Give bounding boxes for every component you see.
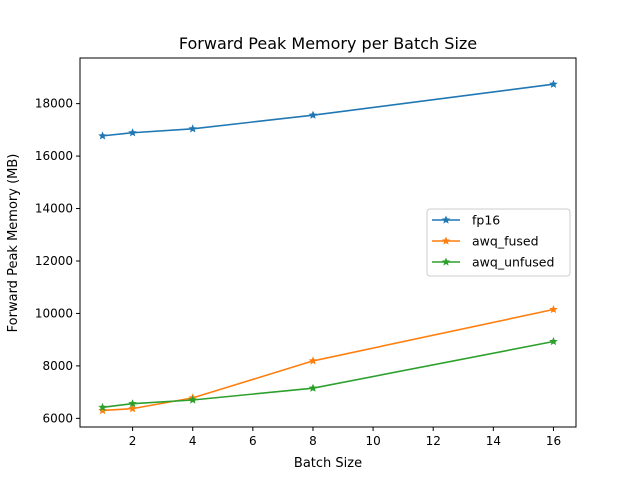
- data-point-fp16: [308, 110, 318, 119]
- y-tick-label: 8000: [42, 359, 73, 373]
- x-tick-label: 12: [426, 434, 441, 448]
- x-tick-label: 8: [309, 434, 317, 448]
- x-tick-label: 4: [189, 434, 197, 448]
- data-point-fp16: [128, 128, 137, 137]
- y-tick-label: 6000: [42, 411, 73, 425]
- y-tick-label: 16000: [35, 149, 73, 163]
- data-point-fp16: [549, 79, 558, 88]
- y-tick-label: 14000: [35, 202, 73, 216]
- x-tick-label: 16: [546, 434, 561, 448]
- series-line-awq_fused: [102, 308, 554, 412]
- data-point-awq_unfused: [308, 383, 318, 392]
- y-tick-label: 18000: [35, 97, 73, 111]
- series-line-fp16: [102, 83, 554, 137]
- chart-title: Forward Peak Memory per Batch Size: [179, 34, 477, 53]
- data-point-awq_fused: [98, 406, 107, 415]
- legend-label: fp16: [472, 213, 500, 228]
- x-axis-label: Batch Size: [294, 456, 362, 471]
- y-tick-label: 10000: [35, 306, 73, 320]
- data-point-fp16: [188, 124, 197, 133]
- legend-marker: [441, 215, 451, 224]
- data-point-awq_fused: [549, 305, 558, 314]
- plot-area: [79, 57, 577, 428]
- x-tick-label: 10: [365, 434, 380, 448]
- data-point-awq_fused: [308, 356, 318, 365]
- x-tick-label: 14: [486, 434, 501, 448]
- legend-label: awq_unfused: [472, 255, 554, 270]
- data-point-awq_unfused: [549, 337, 558, 346]
- data-point-awq_unfused: [188, 395, 197, 404]
- x-tick-label: 6: [249, 434, 257, 448]
- series-line-awq_unfused: [102, 340, 554, 409]
- y-axis-label: Forward Peak Memory (MB): [6, 154, 21, 333]
- data-point-awq_unfused: [98, 402, 107, 411]
- legend-marker: [441, 236, 451, 245]
- legend-box: [426, 208, 571, 277]
- legend: fp16 awq_fused awq_unfused: [426, 208, 571, 277]
- data-point-awq_unfused: [128, 399, 137, 408]
- data-point-fp16: [98, 131, 107, 140]
- legend-label: awq_fused: [472, 234, 539, 249]
- y-tick-label: 12000: [35, 254, 73, 268]
- x-tick-label: 2: [129, 434, 137, 448]
- data-point-awq_fused: [128, 404, 137, 413]
- legend-marker: [441, 257, 451, 266]
